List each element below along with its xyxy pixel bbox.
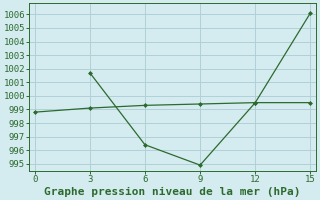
X-axis label: Graphe pression niveau de la mer (hPa): Graphe pression niveau de la mer (hPa) [44, 186, 301, 197]
